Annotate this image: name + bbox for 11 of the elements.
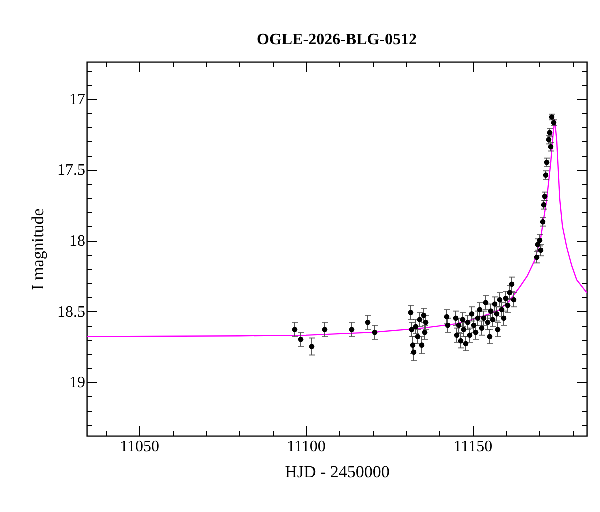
y-tick-label: 18 <box>70 233 86 250</box>
y-axis-title: I magnitude <box>28 208 48 290</box>
y-tick-label: 17.5 <box>58 162 86 180</box>
x-tick-label: 11150 <box>454 438 493 456</box>
x-axis-title: HJD - 2450000 <box>285 462 390 482</box>
x-tick-label: 11100 <box>287 438 326 456</box>
x-tick-label: 11050 <box>120 438 160 456</box>
y-tick-label: 18.5 <box>58 304 86 321</box>
y-tick-label: 19 <box>70 374 86 392</box>
chart-title: OGLE-2026-BLG-0512 <box>256 32 418 48</box>
y-tick-label: 17 <box>70 91 86 108</box>
